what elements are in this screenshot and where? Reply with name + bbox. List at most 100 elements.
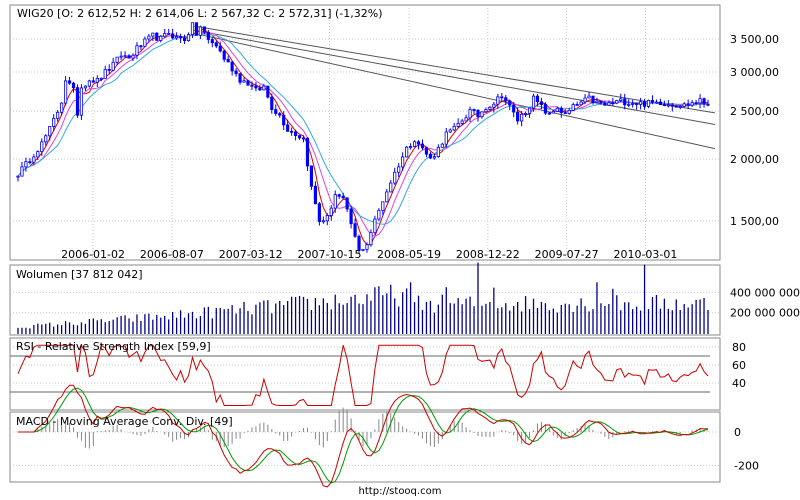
price-candle-body — [159, 35, 163, 41]
price-candle-body — [484, 109, 488, 113]
price-candle-body — [206, 31, 210, 40]
price-candle-body — [270, 96, 274, 110]
price-candle-body — [575, 104, 579, 106]
price-candle-body — [79, 87, 84, 116]
price-y-tick-label: 3 000,00 — [730, 66, 779, 79]
price-candles — [16, 22, 710, 254]
price-candle-body — [361, 248, 365, 251]
price-candle-body — [440, 143, 444, 148]
price-candle-body — [631, 103, 635, 105]
price-candle-body — [397, 166, 401, 173]
price-candle-body — [460, 120, 464, 124]
price-candle-body — [607, 102, 611, 106]
price-candle-body — [555, 107, 559, 112]
volume-bars — [17, 262, 709, 334]
macd-lines — [18, 384, 709, 488]
price-candle-body — [52, 117, 56, 127]
price-candle-body — [119, 55, 123, 58]
price-candle-body — [670, 104, 674, 107]
price-candle-body — [20, 166, 24, 177]
macd-signal-line — [18, 387, 709, 484]
price-candle-body — [579, 101, 583, 106]
price-candle-body — [226, 58, 230, 63]
price-candle-body — [202, 26, 206, 33]
price-candle-body — [436, 146, 440, 157]
price-candle-body — [452, 125, 456, 131]
price-candle-body — [500, 96, 504, 99]
price-candle-body — [698, 98, 702, 104]
price-candle-body — [512, 104, 516, 113]
price-candle-body — [448, 129, 452, 133]
macd-title: MACD - Moving Average Conv. Div. [49] — [16, 415, 233, 428]
price-candle-body — [250, 84, 254, 87]
price-candle-body — [476, 109, 480, 118]
rsi-line — [17, 343, 709, 406]
price-candle-body — [543, 104, 548, 114]
price-candle-body — [353, 223, 357, 237]
price-candle-body — [309, 165, 314, 187]
price-candle-body — [520, 113, 524, 122]
price-candle-body — [341, 195, 345, 199]
price-candle-body — [444, 131, 448, 145]
price-candle-body — [305, 137, 310, 167]
rsi-series-line — [17, 343, 709, 406]
price-candle-body — [615, 100, 619, 104]
price-candle-body — [301, 137, 306, 140]
price-candle-body — [654, 101, 659, 104]
price-candle-body — [428, 153, 433, 159]
price-candle-body — [412, 141, 417, 147]
price-candle-body — [674, 105, 678, 108]
price-candle-body — [293, 131, 298, 136]
rsi-y-tick-label: 40 — [732, 377, 746, 390]
price-y-tick-label: 2 000,00 — [730, 153, 779, 166]
price-candle-body — [646, 100, 651, 107]
price-candle-body — [139, 45, 143, 48]
price-candle-body — [16, 175, 20, 178]
price-candle-body — [178, 36, 183, 39]
price-candle-body — [658, 101, 663, 106]
price-candle-body — [321, 220, 325, 223]
price-candle-body — [682, 103, 686, 107]
price-candle-body — [175, 36, 179, 39]
price-candle-body — [686, 103, 690, 106]
footer-url: http://stooq.com — [358, 486, 442, 497]
trend-line — [192, 29, 716, 125]
price-candle-body — [638, 101, 643, 105]
price-candle-body — [40, 141, 44, 152]
macd-y-tick-labels: -200 0 — [734, 426, 759, 472]
price-candle-body — [135, 45, 139, 56]
price-candle-body — [599, 100, 603, 104]
price-candle-body — [163, 33, 167, 37]
rsi-grid — [10, 346, 720, 393]
price-candle-body — [381, 201, 385, 211]
macd-y-tick-label: 0 — [734, 426, 741, 439]
price-candle-body — [373, 218, 377, 234]
price-candle-body — [278, 113, 282, 116]
price-candle-body — [416, 141, 421, 145]
price-y-tick-labels: 1 500,00 2 000,00 2 500,00 3 000,00 3 500,00 — [730, 33, 779, 228]
price-candle-body — [480, 111, 484, 118]
price-candle-body — [238, 73, 242, 83]
price-candle-body — [559, 107, 563, 113]
price-candle-body — [282, 114, 286, 126]
price-candle-body — [234, 70, 238, 75]
volume-y-tick-label: 200 000 000 — [730, 307, 800, 320]
price-candle-body — [317, 203, 321, 222]
price-y-tick-label: 3 500,00 — [730, 33, 779, 46]
price-candle-body — [496, 96, 500, 105]
price-candle-body — [190, 22, 195, 35]
price-candle-body — [488, 106, 492, 110]
price-candle-body — [127, 55, 131, 59]
price-candle-body — [551, 111, 555, 114]
price-candle-body — [143, 38, 147, 47]
trend-lines — [192, 25, 716, 150]
price-candle-body — [36, 151, 40, 158]
price-candle-body — [214, 42, 218, 47]
price-candle-body — [297, 135, 302, 139]
price-candle-body — [123, 55, 127, 58]
price-candle-body — [504, 97, 508, 102]
price-candle-body — [650, 100, 655, 103]
price-candle-body — [401, 156, 405, 168]
price-candle-body — [32, 156, 36, 163]
price-candle-body — [286, 124, 290, 132]
